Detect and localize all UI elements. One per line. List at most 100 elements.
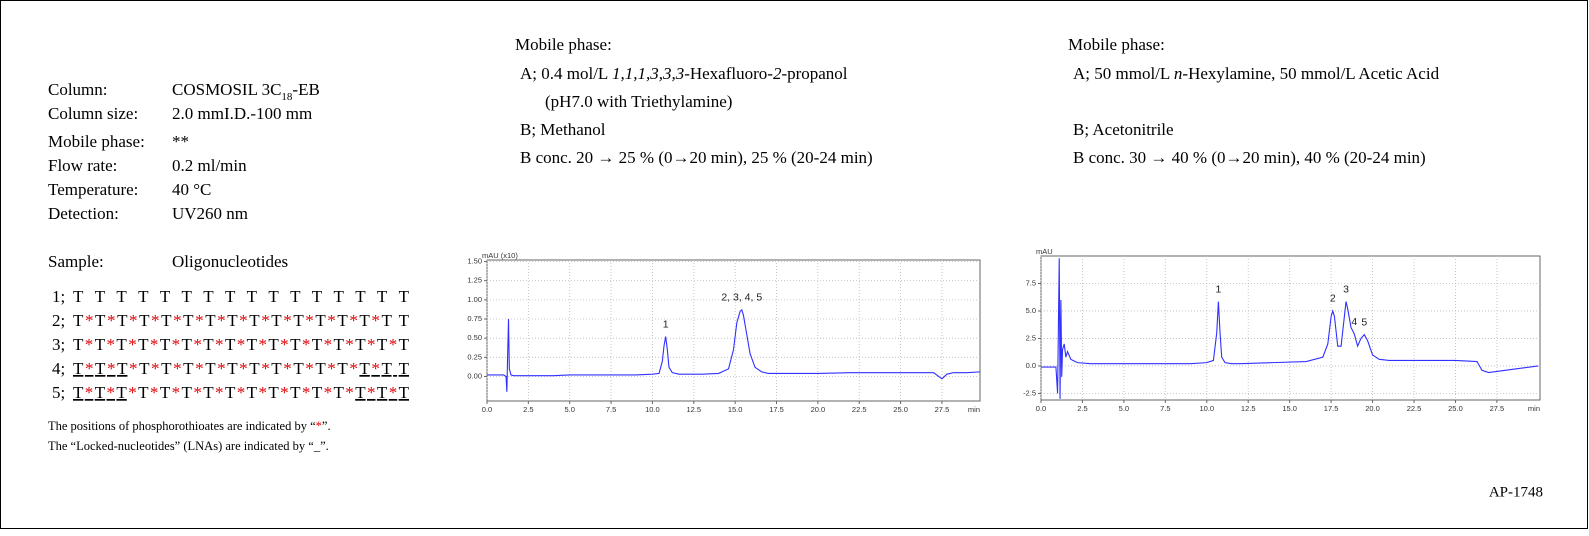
x-tick-label: 0.0 <box>1036 404 1046 413</box>
sequence: T*T*T*T*T*T*T*T*T*T*T*T*T*T*T*T <box>73 383 410 402</box>
condition-value: 40 °C <box>172 180 211 199</box>
y-tick-label: 1.50 <box>467 257 482 266</box>
phosphorothioate-mark: * <box>217 311 226 330</box>
phosphorothioate-mark: * <box>107 383 116 402</box>
sequence-part: T T T T T T T T T T T T T T T T <box>73 287 410 306</box>
phosphorothioate-mark: * <box>150 335 159 354</box>
text-segment: (pH7.0 with Triethylamine) <box>545 92 732 111</box>
x-tick-label: 17.5 <box>1324 404 1339 413</box>
bases: T <box>182 335 193 354</box>
text-segment: ”. <box>322 419 331 433</box>
note: The “Locked-nucleotides” (LNAs) are indi… <box>48 439 329 453</box>
sequence-label: 5; <box>52 383 65 402</box>
text-segment: COSMOSIL 3C <box>172 80 281 99</box>
text-segment: 2 <box>773 64 782 83</box>
x-tick-label: 20.0 <box>811 405 826 414</box>
x-tick-label: 25.0 <box>1448 404 1463 413</box>
text-segment: B conc. 30 → 40 % (0→20 min), 40 % (20-2… <box>1073 148 1426 167</box>
bases: T <box>95 359 106 378</box>
sequence-part: T*T*T*T*T*T*T*T*T*T*T*T*T*T*T*T <box>73 335 410 354</box>
bases: T <box>293 359 304 378</box>
x-tick-label: 7.5 <box>606 405 616 414</box>
phosphorothioate-mark: * <box>195 359 204 378</box>
phosphorothioate-mark: * <box>129 359 138 378</box>
text-segment: A; 50 mmol/L <box>1073 64 1174 83</box>
phosphorothioate-mark: * <box>327 359 336 378</box>
peak-label: 2 <box>1330 293 1336 305</box>
text-segment: -Hexylamine, 50 mmol/L Acetic Acid <box>1182 64 1439 83</box>
x-tick-label: 2.5 <box>1077 404 1087 413</box>
phosphorothioate-mark: * <box>280 383 289 402</box>
mobile-phase-line: B; Methanol <box>520 120 606 139</box>
bases: T T <box>381 311 409 330</box>
phosphorothioate-mark: * <box>305 311 314 330</box>
phosphorothioate-mark: * <box>389 335 398 354</box>
bases: T <box>399 335 410 354</box>
sequence-part: *T*T*T*T*T*T*T*T*T*T* <box>128 383 354 402</box>
bases: T <box>183 311 194 330</box>
bases: T <box>359 359 370 378</box>
bases: T <box>203 335 214 354</box>
x-tick-label: 15.0 <box>728 405 743 414</box>
mobile-phase-line: B conc. 20 → 25 % (0→20 min), 25 % (20-2… <box>520 148 873 167</box>
text-segment: UV260 nm <box>172 204 248 223</box>
condition-label: Column: <box>48 80 108 99</box>
phosphorothioate-mark: * <box>283 311 292 330</box>
phosphorothioate-mark: * <box>151 359 160 378</box>
sequence: T*T*T*T*T*T*T*T*T*T*T*T*T*T*T*T <box>73 335 410 354</box>
phosphorothioate-mark: * <box>193 383 202 402</box>
note: The positions of phosphorothioates are i… <box>48 419 331 433</box>
condition-value: ** <box>172 132 189 151</box>
sequence-part: T*T*T <box>73 383 127 402</box>
sequence-part: *T*T*T*T*T*T*T*T*T*T* <box>129 359 358 378</box>
phosphorothioate-mark: * <box>389 383 398 402</box>
phosphorothioate-mark: * <box>258 383 267 402</box>
bases: T <box>355 383 366 402</box>
phosphorothioate-mark: * <box>172 383 181 402</box>
y-tick-label: 2.5 <box>1026 333 1036 342</box>
y-tick-label: 1.00 <box>467 295 482 304</box>
text-segment: 1,1,1,3,3,3 <box>612 64 684 83</box>
bases: T <box>138 383 149 402</box>
bases: T <box>333 335 344 354</box>
phosphorothioate-mark: * <box>173 359 182 378</box>
bases: T <box>247 383 258 402</box>
text-segment: B; Acetonitrile <box>1073 120 1174 139</box>
x-tick-label: 7.5 <box>1160 404 1170 413</box>
text-segment: -EB <box>292 80 319 99</box>
condition-value: 0.2 ml/min <box>172 156 247 175</box>
bases: T <box>249 359 260 378</box>
y-axis-label: mAU <box>1036 247 1053 256</box>
y-tick-label: 0.75 <box>467 314 482 323</box>
bases: T <box>138 335 149 354</box>
bases: T <box>183 359 194 378</box>
peak-label: 4 <box>1351 316 1357 328</box>
trace <box>1041 258 1539 399</box>
plot-area <box>1040 255 1541 401</box>
text-segment: 40 °C <box>172 180 211 199</box>
bases: T <box>337 359 348 378</box>
plot-area <box>486 259 981 402</box>
phosphorothioate-mark: * <box>172 335 181 354</box>
phosphorothioate-mark: * <box>237 383 246 402</box>
phosphorothioate-mark: * <box>345 383 354 402</box>
y-tick-label: 5.0 <box>1026 306 1036 315</box>
bases: T <box>333 383 344 402</box>
bases: T <box>337 311 348 330</box>
mobile-phase-line: (pH7.0 with Triethylamine) <box>545 92 732 111</box>
phosphorothioate-mark: * <box>239 311 248 330</box>
bases: T <box>227 311 238 330</box>
phosphorothioate-mark: * <box>107 311 116 330</box>
bases: T <box>117 359 128 378</box>
text-segment: B conc. 20 → 25 % (0→20 min), 25 % (20-2… <box>520 148 873 167</box>
peak-label: 5 <box>1361 316 1367 328</box>
bases: T <box>225 335 236 354</box>
sequence-label: 1; <box>52 287 65 306</box>
y-tick-label: 7.5 <box>1026 278 1036 287</box>
bases: T <box>225 383 236 402</box>
x-tick-label: 0.0 <box>482 405 492 414</box>
y-tick-label: 0.25 <box>467 352 482 361</box>
bases: T <box>139 359 150 378</box>
y-tick-label: 0.00 <box>467 371 482 380</box>
bases: T <box>315 359 326 378</box>
